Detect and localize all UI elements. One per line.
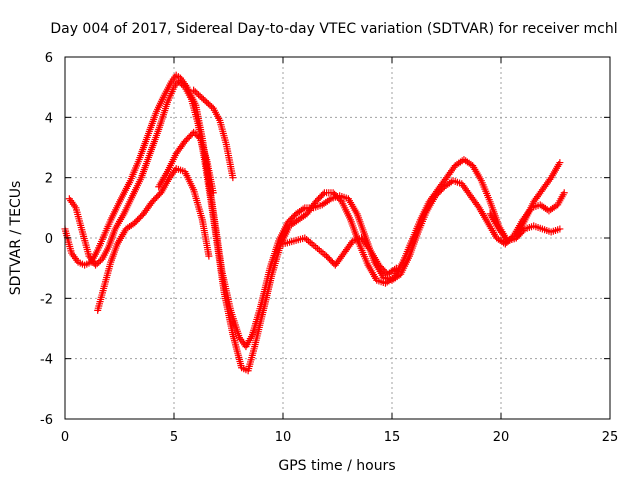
- series-4: [279, 234, 400, 278]
- y-tick-labels: -6 -4 -2 0 2 4 6: [40, 51, 53, 428]
- data-point-marker: [201, 97, 209, 105]
- y-tick-label: 4: [45, 111, 53, 126]
- x-axis-label: GPS time / hours: [278, 458, 395, 474]
- y-tick-label: -4: [40, 353, 53, 368]
- data-point-marker: [198, 94, 206, 102]
- x-tick-label: 25: [602, 430, 619, 445]
- y-tick-label: 2: [45, 172, 53, 187]
- data-point-marker: [209, 189, 217, 197]
- data-point-marker: [193, 89, 201, 97]
- data-point-marker: [206, 101, 214, 109]
- data-point-marker: [178, 80, 186, 88]
- data-point-marker: [208, 103, 216, 111]
- x-tick-labels: 0 5 10 15 20 25: [61, 430, 618, 445]
- data-point-marker: [193, 131, 201, 139]
- data-point-marker: [196, 92, 204, 100]
- data-point-marker: [204, 100, 212, 108]
- data-point-marker: [195, 91, 203, 99]
- data-point-marker: [205, 252, 213, 260]
- data-point-marker: [392, 264, 400, 272]
- x-tick-label: 0: [61, 430, 69, 445]
- data-point-marker: [474, 202, 482, 210]
- data-point-marker: [229, 174, 237, 182]
- data-point-marker: [190, 86, 198, 94]
- data-point-marker: [195, 133, 203, 141]
- data-point-marker: [174, 77, 182, 85]
- axis-ticks: [64, 56, 611, 420]
- x-tick-label: 10: [275, 430, 292, 445]
- data-points: [61, 71, 568, 375]
- data-point-marker: [176, 79, 184, 87]
- x-tick-label: 15: [384, 430, 401, 445]
- data-point-marker: [546, 175, 554, 183]
- data-point-marker: [93, 260, 101, 268]
- data-point-marker: [556, 225, 564, 233]
- data-point-marker: [179, 82, 187, 90]
- series-6: [486, 210, 564, 245]
- data-point-marker: [365, 244, 373, 252]
- series-2: [94, 165, 213, 314]
- data-point-marker: [319, 190, 327, 198]
- x-tick-label: 20: [493, 430, 510, 445]
- series-3: [155, 128, 217, 197]
- data-point-marker: [199, 95, 207, 103]
- data-point-marker: [191, 130, 199, 138]
- data-point-marker: [560, 189, 568, 197]
- y-tick-label: -6: [40, 413, 53, 428]
- grid-lines: [65, 57, 610, 419]
- data-point-marker: [92, 261, 100, 269]
- data-point-marker: [336, 196, 344, 204]
- y-tick-label: 6: [45, 51, 53, 66]
- data-point-marker: [556, 159, 564, 167]
- x-tick-label: 5: [170, 430, 178, 445]
- y-axis-label: SDTVAR / TECUs: [8, 181, 24, 296]
- data-point-marker: [96, 257, 104, 265]
- y-tick-label: -2: [40, 292, 53, 307]
- y-tick-label: 0: [45, 232, 53, 247]
- chart-title: Day 004 of 2017, Sidereal Day-to-day VTE…: [50, 21, 617, 37]
- data-point-marker: [520, 226, 528, 234]
- data-point-marker: [190, 128, 198, 136]
- data-point-marker: [191, 88, 199, 96]
- data-point-marker: [95, 258, 103, 266]
- data-point-marker: [203, 98, 211, 106]
- series-5: [190, 86, 237, 182]
